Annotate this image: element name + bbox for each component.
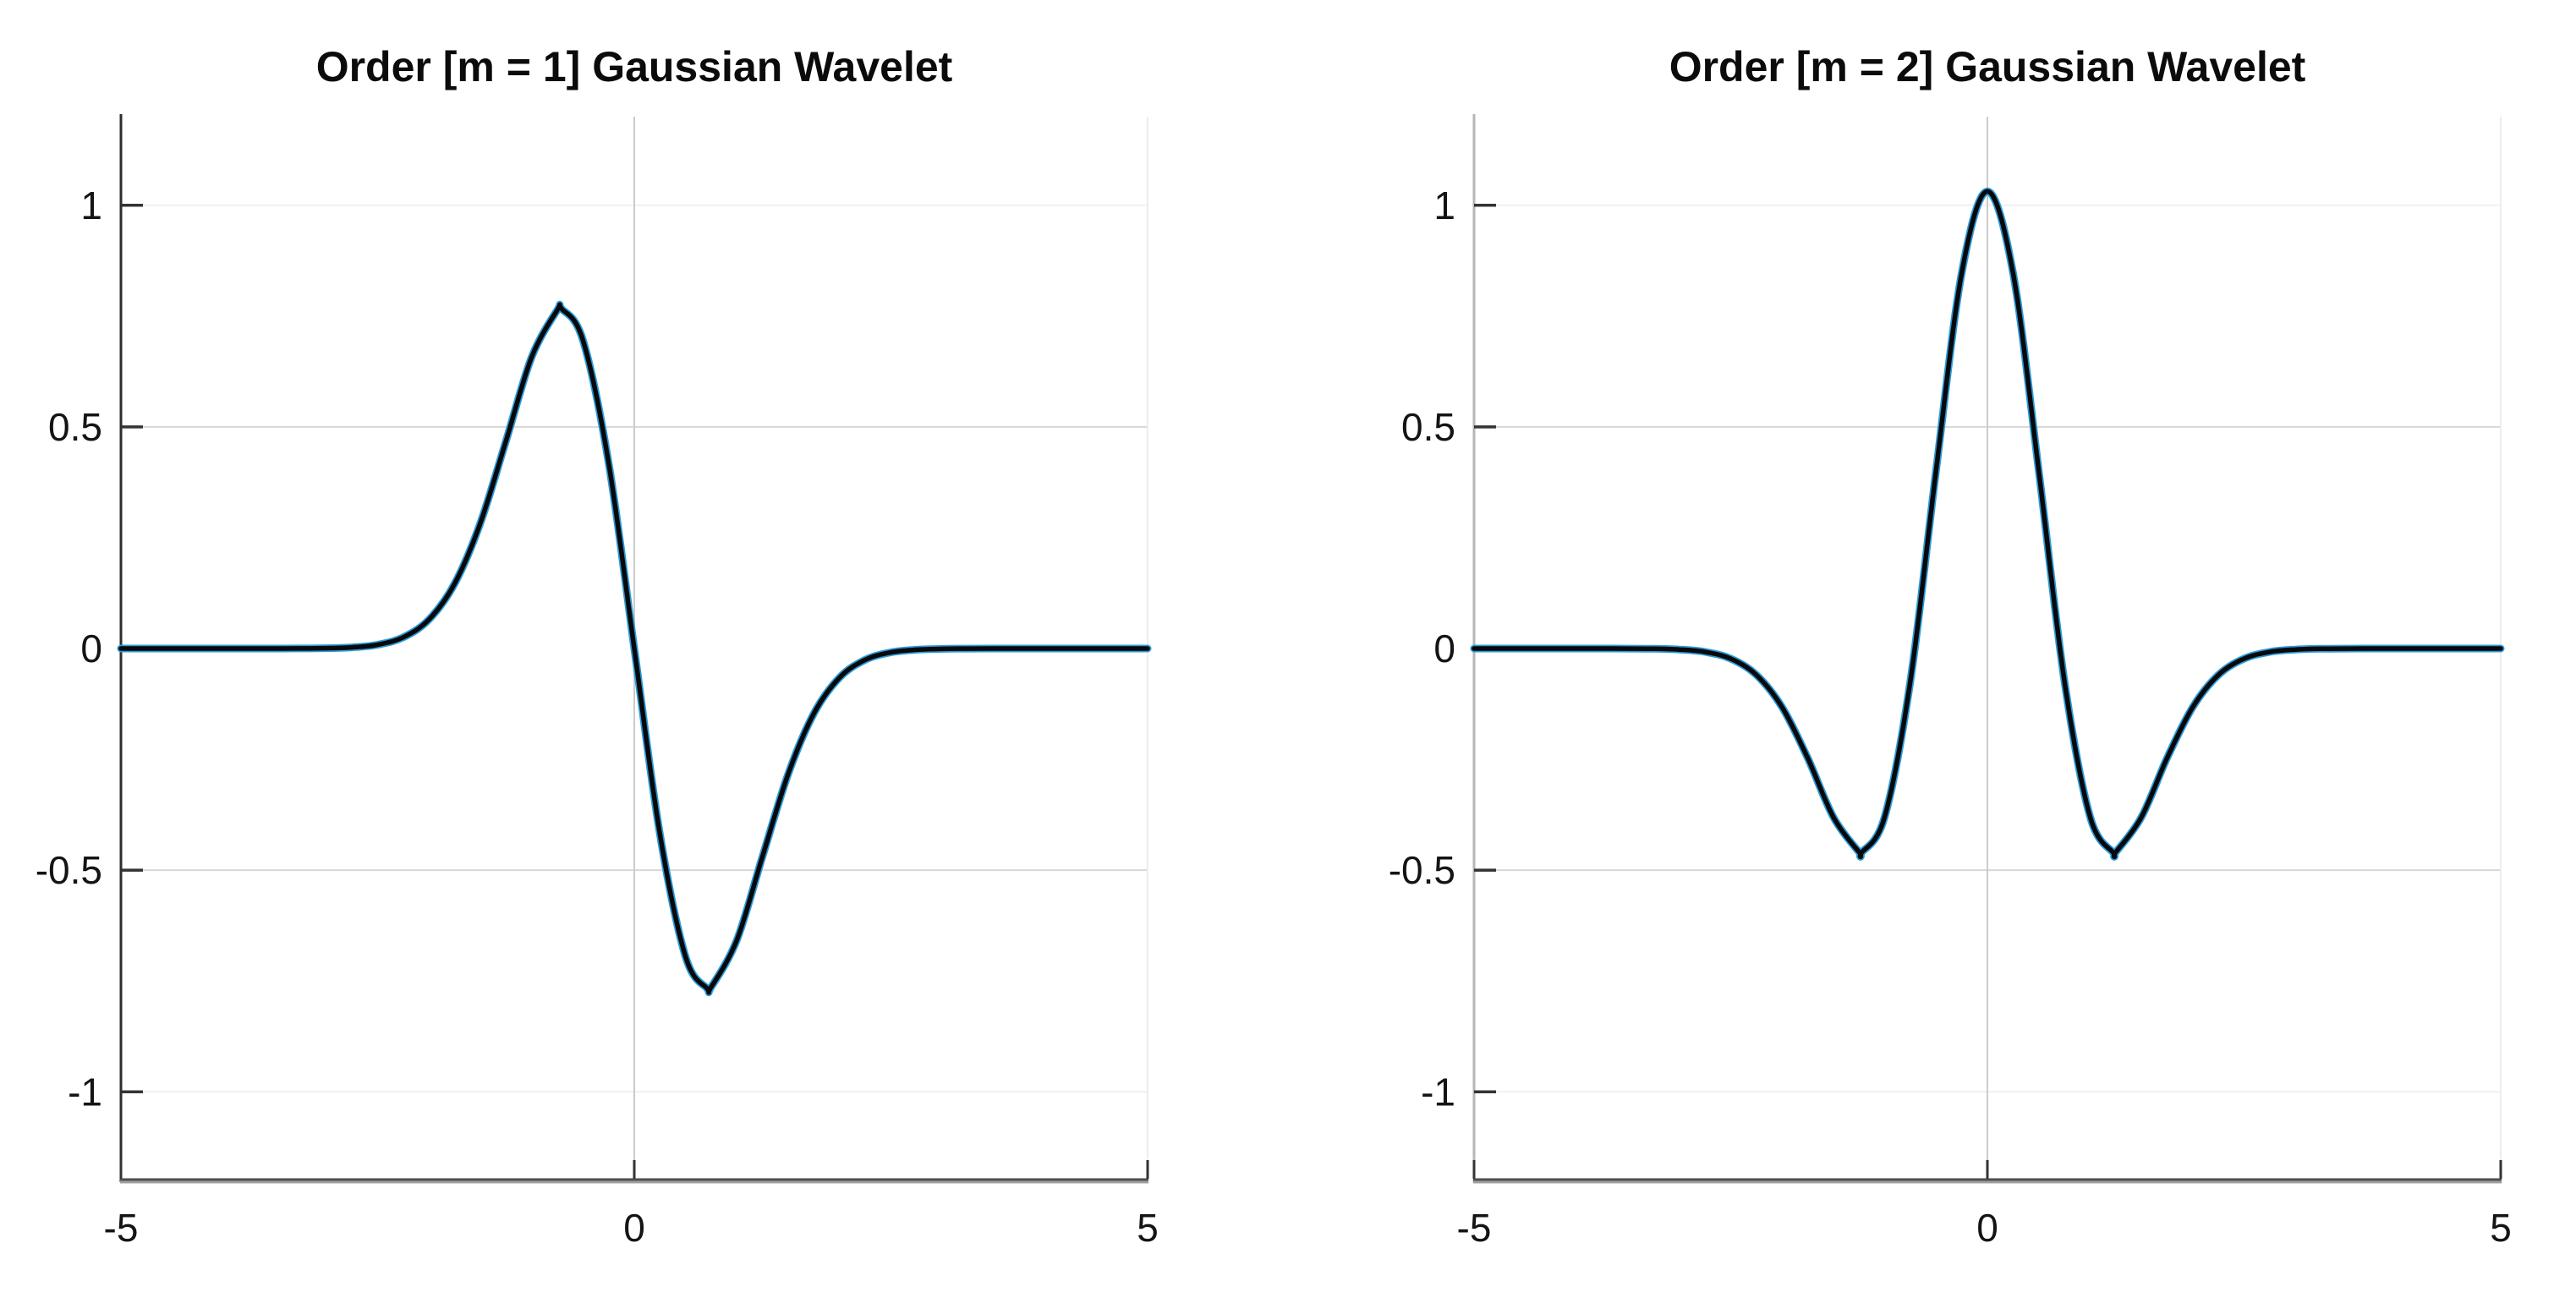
gaus1-curve bbox=[118, 302, 1150, 995]
x-tick-label: 5 bbox=[2490, 1206, 2512, 1250]
y-tick-label: -0.5 bbox=[36, 848, 102, 892]
gaus2-curve bbox=[1472, 189, 2503, 860]
chart2-title: Order [m = 2] Gaussian Wavelet bbox=[1669, 43, 2306, 90]
x-tick-label: -5 bbox=[104, 1206, 139, 1250]
chart-2-group: -1 -0.5 0 0.5 1 -5 0 5 bbox=[1389, 114, 2512, 1250]
y-tick-label: 1 bbox=[80, 183, 102, 227]
y-tick-label: -1 bbox=[68, 1070, 102, 1114]
y-tick-label: 1 bbox=[1433, 183, 1455, 227]
chart-1-group: -1 -0.5 0 0.5 1 -5 0 5 bbox=[36, 114, 1159, 1250]
x-tick-label: 5 bbox=[1137, 1206, 1159, 1250]
chart1-title: Order [m = 1] Gaussian Wavelet bbox=[315, 43, 953, 90]
y-tick-label: 0 bbox=[1433, 627, 1455, 671]
x-tick-label: -5 bbox=[1457, 1206, 1492, 1250]
y-tick-label: -1 bbox=[1421, 1070, 1455, 1114]
x-tick-label: 0 bbox=[623, 1206, 645, 1250]
y-tick-label: 0 bbox=[80, 627, 102, 671]
y-tick-label: 0.5 bbox=[1401, 405, 1455, 449]
y-tick-label: 0.5 bbox=[48, 405, 102, 449]
x-tick-label: 0 bbox=[1976, 1206, 1998, 1250]
y-tick-label: -0.5 bbox=[1389, 848, 1455, 892]
